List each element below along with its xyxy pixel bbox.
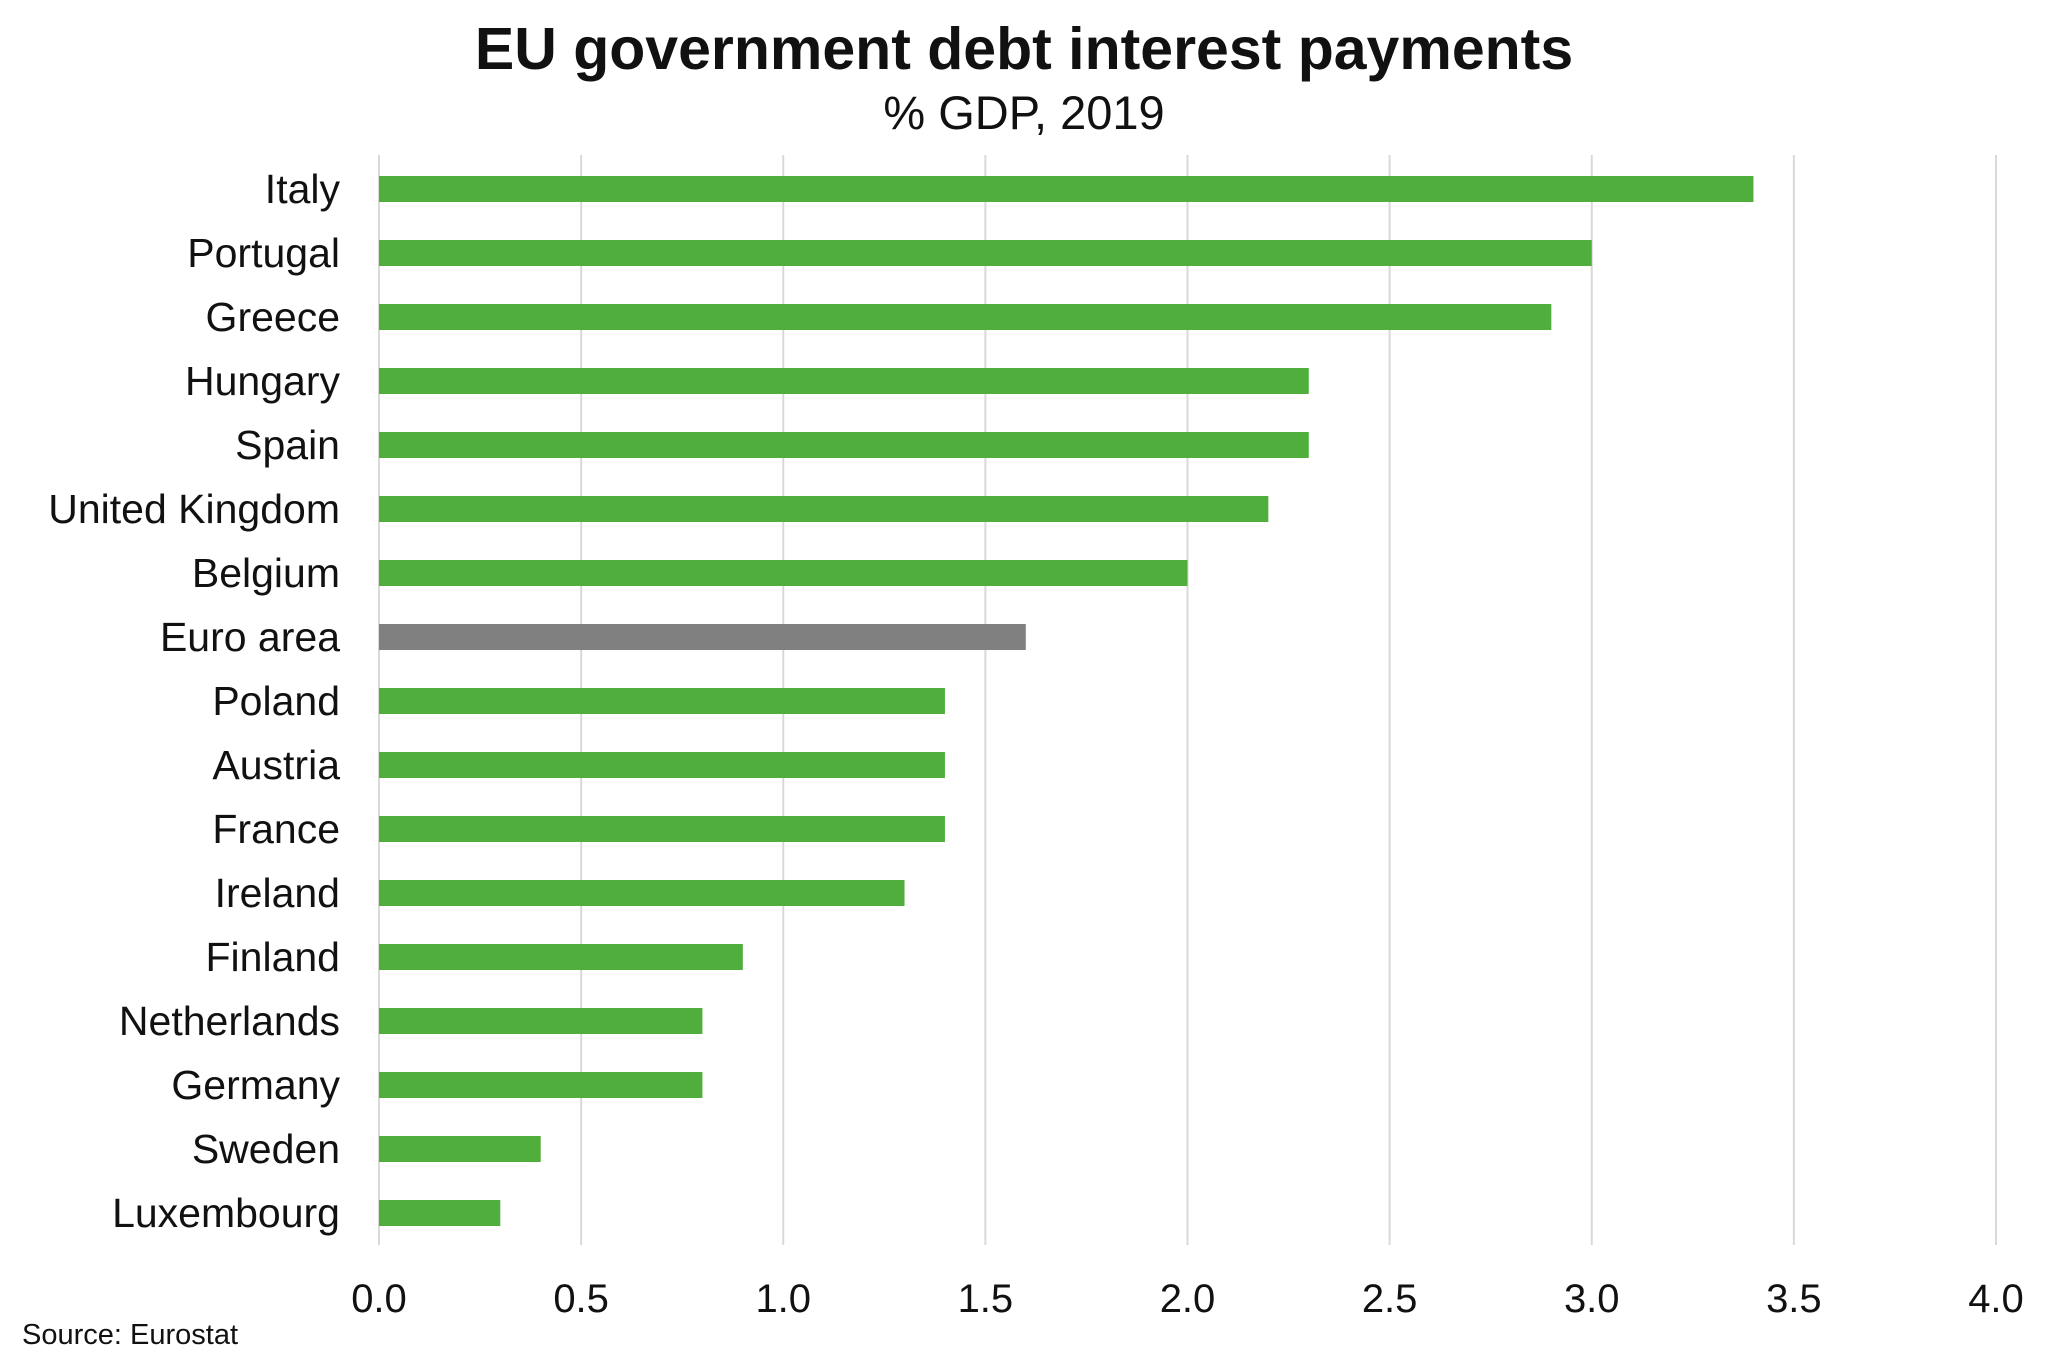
bar-hungary xyxy=(379,368,1309,394)
bar-belgium xyxy=(379,560,1188,586)
x-tick-label: 0.0 xyxy=(351,1277,407,1321)
category-label: Netherlands xyxy=(119,998,340,1044)
bar-portugal xyxy=(379,240,1592,266)
bar-greece xyxy=(379,304,1552,330)
bar-poland xyxy=(379,688,945,714)
chart-subtitle: % GDP, 2019 xyxy=(883,86,1165,139)
category-label: Spain xyxy=(235,422,340,468)
source-note: Source: Eurostat xyxy=(22,1319,238,1351)
bar-united-kingdom xyxy=(379,496,1269,522)
x-tick-label: 3.5 xyxy=(1766,1277,1822,1321)
category-label: Finland xyxy=(206,934,340,980)
category-label: Hungary xyxy=(185,358,340,404)
chart-title: EU government debt interest payments xyxy=(474,16,1574,82)
bar-austria xyxy=(379,752,945,778)
bar-ireland xyxy=(379,880,905,906)
x-tick-label: 1.5 xyxy=(958,1277,1014,1321)
category-label: United Kingdom xyxy=(48,486,340,532)
x-tick-labels: 0.0 0.5 1.0 1.5 2.0 2.5 3.0 3.5 4.0 xyxy=(351,1277,2024,1321)
bar-sweden xyxy=(379,1136,541,1162)
x-tick-label: 2.0 xyxy=(1160,1277,1216,1321)
category-label: Germany xyxy=(171,1062,340,1108)
bar-italy xyxy=(379,176,1754,202)
category-label: Euro area xyxy=(160,614,340,660)
bar-spain xyxy=(379,432,1309,458)
bars xyxy=(379,176,1754,1226)
category-label: Italy xyxy=(265,166,341,212)
bar-luxembourg xyxy=(379,1200,501,1226)
category-label: France xyxy=(212,806,340,852)
bar-germany xyxy=(379,1072,703,1098)
x-tick-label: 3.0 xyxy=(1564,1277,1620,1321)
bar-finland xyxy=(379,944,743,970)
x-tick-label: 1.0 xyxy=(755,1277,811,1321)
x-tick-label: 0.5 xyxy=(553,1277,609,1321)
category-label: Ireland xyxy=(215,870,340,916)
category-label: Greece xyxy=(206,294,340,340)
bar-euro-area xyxy=(379,624,1026,650)
x-tick-label: 2.5 xyxy=(1362,1277,1418,1321)
category-label: Poland xyxy=(212,678,340,724)
category-label: Belgium xyxy=(192,550,340,596)
category-label: Austria xyxy=(212,742,340,788)
bar-netherlands xyxy=(379,1008,703,1034)
category-label: Portugal xyxy=(187,230,340,276)
category-labels: Italy Portugal Greece Hungary Spain United Ki… xyxy=(48,166,340,1236)
category-label: Luxembourg xyxy=(112,1190,340,1236)
bar-france xyxy=(379,816,945,842)
x-tick-label: 4.0 xyxy=(1968,1277,2024,1321)
category-label: Sweden xyxy=(192,1126,340,1172)
